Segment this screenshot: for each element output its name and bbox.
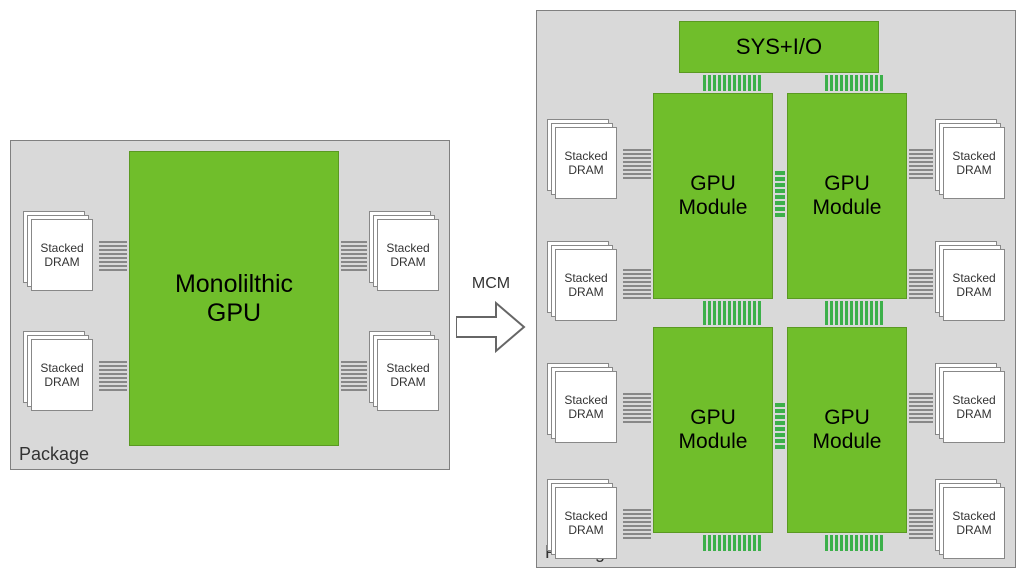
gpu-module-block: GPU Module <box>787 327 907 533</box>
interconnect <box>825 535 883 551</box>
interconnect <box>703 75 761 91</box>
connector <box>909 269 933 299</box>
dram-stack: Stacked DRAM <box>23 211 95 293</box>
dram-label: Stacked DRAM <box>386 241 429 270</box>
gpu-module-label: GPU Module <box>679 172 748 220</box>
dram-stack: Stacked DRAM <box>369 331 441 413</box>
dram-stack: Stacked DRAM <box>23 331 95 413</box>
interconnect <box>775 171 785 219</box>
connector <box>623 269 651 299</box>
connector <box>909 149 933 179</box>
dram-card: Stacked DRAM <box>377 339 439 411</box>
dram-card: Stacked DRAM <box>555 249 617 321</box>
dram-stack: Stacked DRAM <box>935 241 1007 323</box>
connector <box>341 361 367 391</box>
monolithic-gpu-block: Monolilthic GPU <box>129 151 339 446</box>
dram-stack: Stacked DRAM <box>369 211 441 293</box>
dram-label: Stacked DRAM <box>564 149 607 178</box>
mcm-arrow: MCM <box>456 275 526 355</box>
dram-card: Stacked DRAM <box>943 249 1005 321</box>
dram-card: Stacked DRAM <box>943 371 1005 443</box>
connector <box>623 393 651 423</box>
gpu-module-label: GPU Module <box>813 406 882 454</box>
arrow-icon <box>456 299 526 355</box>
connector <box>341 241 367 271</box>
left-package: Package Monolilthic GPU Stacked DRAM Stac… <box>10 140 450 470</box>
connector <box>909 393 933 423</box>
dram-label: Stacked DRAM <box>386 361 429 390</box>
gpu-module-label: GPU Module <box>679 406 748 454</box>
gpu-module-label: GPU Module <box>813 172 882 220</box>
dram-stack: Stacked DRAM <box>935 119 1007 201</box>
dram-label: Stacked DRAM <box>564 509 607 538</box>
dram-label: Stacked DRAM <box>952 271 995 300</box>
gpu-module-block: GPU Module <box>787 93 907 299</box>
interconnect <box>703 301 761 325</box>
dram-card: Stacked DRAM <box>377 219 439 291</box>
dram-stack: Stacked DRAM <box>935 479 1007 561</box>
dram-label: Stacked DRAM <box>952 149 995 178</box>
dram-label: Stacked DRAM <box>952 509 995 538</box>
interconnect <box>775 403 785 451</box>
monolithic-gpu-label: Monolilthic GPU <box>175 270 293 328</box>
left-package-label: Package <box>19 444 89 465</box>
dram-card: Stacked DRAM <box>943 487 1005 559</box>
interconnect <box>825 301 883 325</box>
dram-label: Stacked DRAM <box>952 393 995 422</box>
interconnect <box>703 535 761 551</box>
dram-card: Stacked DRAM <box>555 127 617 199</box>
dram-label: Stacked DRAM <box>40 361 83 390</box>
dram-card: Stacked DRAM <box>555 371 617 443</box>
connector <box>99 241 127 271</box>
connector <box>623 149 651 179</box>
dram-card: Stacked DRAM <box>555 487 617 559</box>
dram-stack: Stacked DRAM <box>547 119 619 201</box>
connector <box>909 509 933 539</box>
sys-io-block: SYS+I/O <box>679 21 879 73</box>
gpu-module-block: GPU Module <box>653 93 773 299</box>
dram-stack: Stacked DRAM <box>547 479 619 561</box>
dram-stack: Stacked DRAM <box>547 363 619 445</box>
dram-label: Stacked DRAM <box>564 393 607 422</box>
dram-card: Stacked DRAM <box>31 219 93 291</box>
sys-io-label: SYS+I/O <box>736 34 822 60</box>
dram-label: Stacked DRAM <box>40 241 83 270</box>
dram-stack: Stacked DRAM <box>547 241 619 323</box>
dram-stack: Stacked DRAM <box>935 363 1007 445</box>
interconnect <box>825 75 883 91</box>
gpu-module-block: GPU Module <box>653 327 773 533</box>
right-package: Package SYS+I/O GPU ModuleGPU ModuleGPU … <box>536 10 1016 568</box>
arrow-label: MCM <box>472 275 510 293</box>
connector <box>99 361 127 391</box>
dram-card: Stacked DRAM <box>31 339 93 411</box>
connector <box>623 509 651 539</box>
dram-label: Stacked DRAM <box>564 271 607 300</box>
dram-card: Stacked DRAM <box>943 127 1005 199</box>
